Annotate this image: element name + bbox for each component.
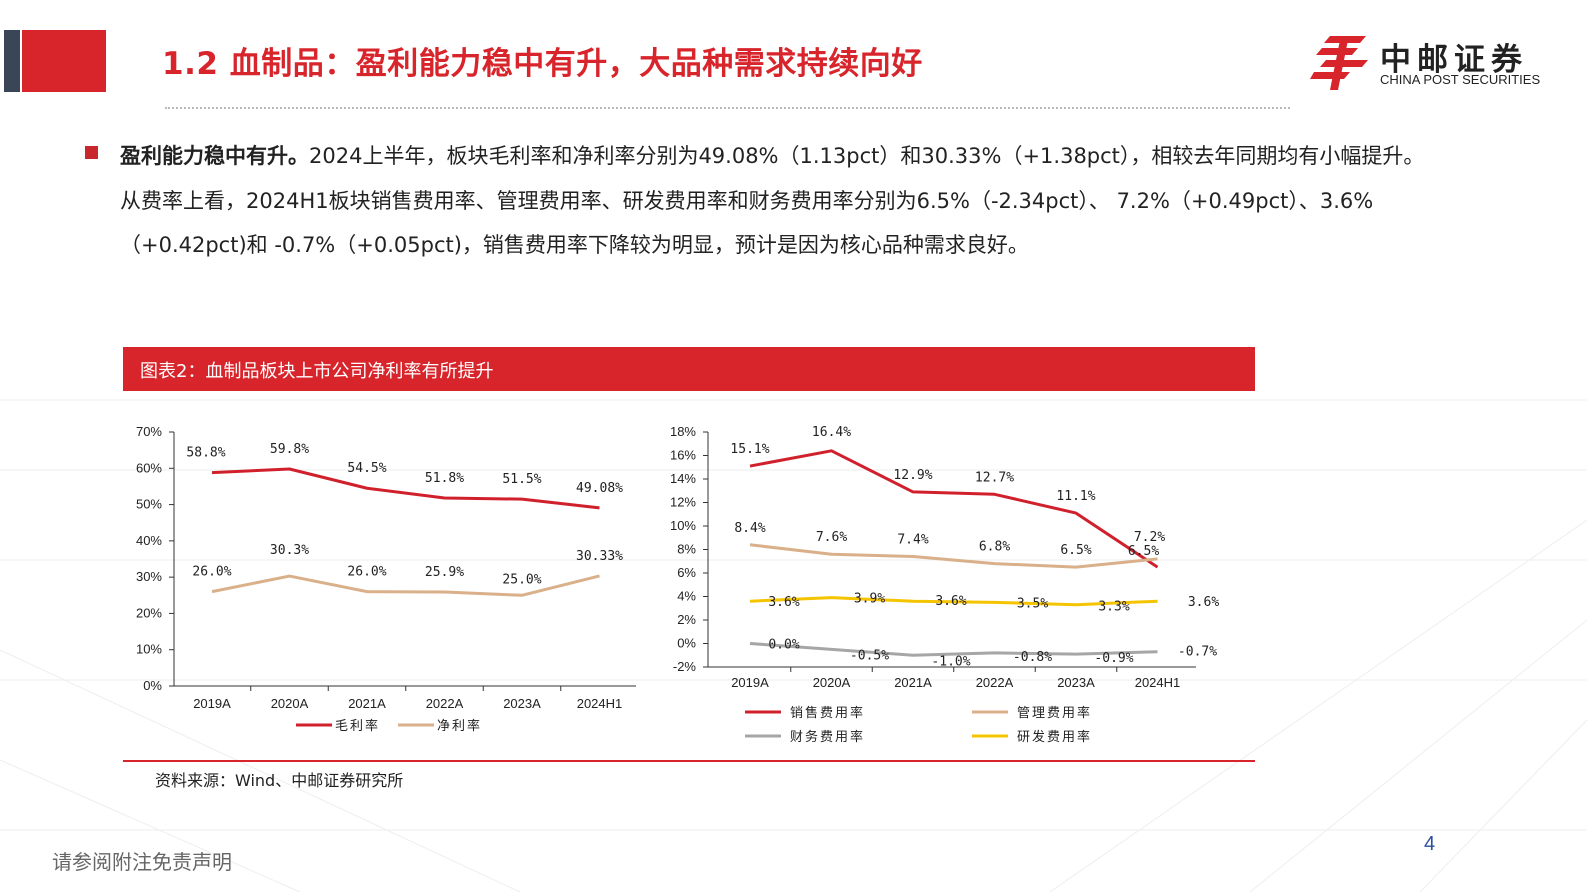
chart-1-data-label: 16.4% [812, 425, 851, 440]
chart-0-y-tick-label: 50% [136, 497, 162, 512]
chart-0-legend-label: 毛利率 [335, 718, 380, 734]
chart-1-data-label: 15.1% [730, 442, 769, 457]
chart-1-y-tick-label: 2% [677, 612, 696, 627]
chart-1-y-tick-label: 6% [677, 565, 696, 580]
chart-0-x-tick-label: 2023A [503, 696, 541, 711]
chart-1-x-tick-label: 2019A [731, 675, 769, 690]
chart-1-series-line-1 [749, 543, 1158, 569]
chart-0-data-label: 51.5% [502, 472, 541, 487]
chart-1-legend-label: 销售费用率 [790, 705, 865, 721]
chart-0-y-tick-label: 70% [136, 424, 162, 439]
chart-1-data-label: 6.8% [979, 540, 1010, 555]
chart-1-data-label: 7.6% [816, 530, 847, 545]
chart-0-data-label: 51.8% [425, 471, 464, 486]
chart-1-data-label: -0.9% [1094, 651, 1133, 666]
chart-1-y-tick-label: 18% [670, 424, 696, 439]
chart-1-data-label: -1.0% [931, 654, 970, 669]
chart-1-y-tick-label: 0% [677, 636, 696, 651]
chart-1-data-label: 7.4% [897, 533, 928, 548]
chart-0-data-label: 59.8% [270, 442, 309, 457]
china-post-logo-icon [1310, 36, 1368, 90]
chart-1-data-label: 8.4% [734, 521, 765, 536]
chart-0-data-label: 49.08% [576, 481, 623, 496]
chart-1-data-label: -0.7% [1178, 645, 1217, 660]
chart-0-x-tick-label: 2024H1 [577, 696, 623, 711]
figure-banner: 图表2：血制品板块上市公司净利率有所提升 [123, 347, 1255, 391]
footer-disclaimer: 请参阅附注免责声明 [52, 850, 232, 874]
chart-1-y-tick-label: -2% [673, 659, 697, 674]
chart-0-data-label: 30.33% [576, 549, 623, 564]
chart-1-legend-label: 财务费用率 [790, 729, 865, 745]
chart-1-series-line-0 [749, 449, 1159, 569]
chart-0-data-label: 25.9% [425, 565, 464, 580]
title-divider [165, 107, 1290, 109]
chart-1-data-label: 3.6% [935, 594, 966, 609]
header-accent-red [22, 30, 106, 92]
header-accent-gray [4, 30, 20, 92]
chart-0-x-tick-label: 2020A [271, 696, 309, 711]
chart-1-y-tick-label: 4% [677, 589, 696, 604]
chart-1-data-label: 12.7% [975, 470, 1014, 485]
chart-0-x-tick-label: 2022A [426, 696, 464, 711]
chart-0-data-label: 58.8% [186, 446, 225, 461]
page-title: 1.2 血制品：盈利能力稳中有升，大品种需求持续向好 [162, 46, 923, 82]
chart-0-data-label: 30.3% [270, 543, 309, 558]
chart-0-x-tick-label: 2019A [193, 696, 231, 711]
chart-1-data-label: 3.6% [768, 595, 799, 610]
page-number: 4 [1424, 833, 1436, 855]
chart-1-data-label: 12.9% [893, 468, 932, 483]
chart-1-data-label: 0.0% [768, 638, 799, 653]
chart-0-x-tick-label: 2021A [348, 696, 386, 711]
chart-0-y-tick-label: 60% [136, 460, 162, 475]
chart-1-series-line-3 [749, 596, 1158, 607]
chart-1-data-label: 3.5% [1017, 596, 1048, 611]
chart-1-data-label: 6.5% [1128, 544, 1159, 559]
chart-0-data-label: 54.5% [347, 461, 386, 476]
body-text: 2024上半年，板块毛利率和净利率分别为49.08%（1.13pct）和30.3… [120, 144, 1425, 257]
chart-0-data-label: 25.0% [502, 572, 541, 587]
chart-1-data-label: 3.3% [1098, 600, 1129, 615]
chart-1-y-tick-label: 12% [670, 495, 696, 510]
chart-1-series-line-2 [749, 642, 1158, 657]
body-paragraph: 盈利能力稳中有升。2024上半年，板块毛利率和净利率分别为49.08%（1.13… [120, 134, 1440, 268]
chart-1-x-tick-label: 2023A [1057, 675, 1095, 690]
chart-1-data-label: 3.9% [854, 592, 885, 607]
chart-1-y-tick-label: 16% [670, 448, 696, 463]
chart-0-y-tick-label: 30% [136, 569, 162, 584]
company-logo: 中邮证券 CHINA POST SECURITIES [1310, 32, 1560, 92]
chart-1-data-label: 7.2% [1134, 530, 1165, 545]
chart-1-x-tick-label: 2022A [976, 675, 1014, 690]
chart-0-series-line-1 [211, 574, 600, 597]
chart-1-legend-label: 研发费用率 [1017, 729, 1092, 745]
chart-1-y-tick-label: 10% [670, 518, 696, 533]
body-lead: 盈利能力稳中有升。 [120, 144, 309, 168]
chart-1-data-label: 3.6% [1188, 595, 1219, 610]
chart-1-x-tick-label: 2024H1 [1135, 675, 1181, 690]
chart-1-data-label: 6.5% [1060, 543, 1091, 558]
chart-1-data-label: -0.8% [1013, 650, 1052, 665]
chart-0-data-label: 26.0% [192, 565, 231, 580]
chart-0-y-tick-label: 10% [136, 642, 162, 657]
chart-1-y-tick-label: 8% [677, 542, 696, 557]
chart-0-series-line-0 [211, 467, 600, 510]
chart-1-x-tick-label: 2020A [813, 675, 851, 690]
chart-0-data-label: 26.0% [347, 565, 386, 580]
chart-1-data-label: -0.5% [850, 648, 889, 663]
chart-0-y-tick-label: 0% [143, 678, 162, 693]
chart-0-y-tick-label: 40% [136, 533, 162, 548]
bullet-marker [85, 146, 98, 159]
source-divider [123, 760, 1255, 762]
figure-source: 资料来源：Wind、中邮证券研究所 [155, 771, 404, 790]
chart-1-legend-label: 管理费用率 [1017, 705, 1092, 721]
chart-1-x-tick-label: 2021A [894, 675, 932, 690]
chart-0-legend-label: 净利率 [437, 718, 482, 734]
figure-title: 图表2：血制品板块上市公司净利率有所提升 [140, 361, 494, 382]
chart-0-y-tick-label: 20% [136, 605, 162, 620]
chart-1-y-tick-label: 14% [670, 471, 696, 486]
logo-chinese-name: 中邮证券 [1380, 42, 1528, 78]
chart-1-data-label: 11.1% [1056, 489, 1095, 504]
logo-english-name: CHINA POST SECURITIES [1380, 72, 1541, 87]
